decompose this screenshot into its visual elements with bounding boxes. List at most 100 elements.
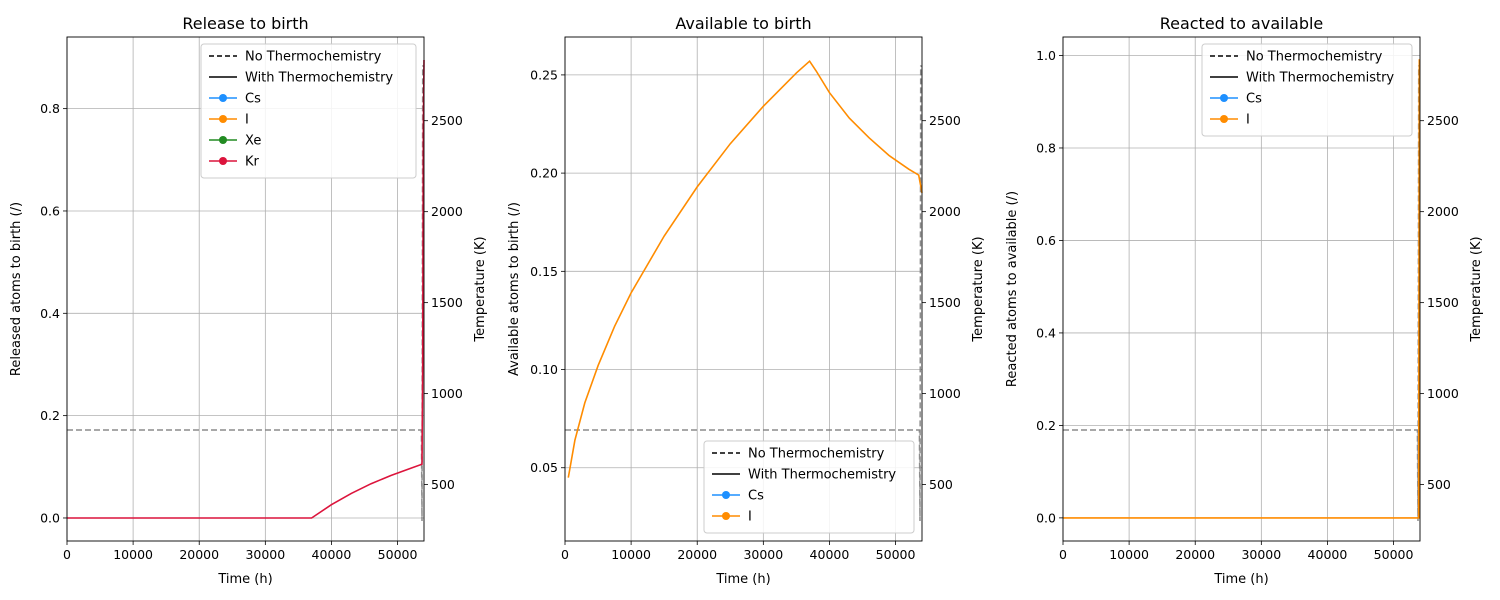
legend-handle-marker xyxy=(219,157,227,165)
chart-title: Available to birth xyxy=(675,14,811,33)
legend-box xyxy=(1201,43,1413,137)
temperature-line xyxy=(565,65,922,522)
series-line-kr xyxy=(67,59,425,519)
x-tick-label: 20000 xyxy=(179,547,219,562)
y-tick-label: 0.4 xyxy=(40,306,60,321)
x-tick-label: 30000 xyxy=(245,547,285,562)
legend-label: With Thermochemistry xyxy=(748,468,896,483)
legend-handle-marker xyxy=(219,115,227,123)
legend-handle-marker xyxy=(1220,115,1228,123)
y-tick-label: 0.0 xyxy=(40,510,60,525)
y-tick-label: 0.2 xyxy=(1036,418,1056,433)
y-tick-label: 1.0 xyxy=(1036,48,1056,63)
legend-box xyxy=(200,43,417,179)
chart-panel-1: 0 10000 20000 30000 40000 50000 0.0 0.2 0.4 0.6 0.… xyxy=(9,14,488,587)
x-axis-label: Time (h) xyxy=(217,572,272,587)
chart-panel-3: 0 10000 20000 30000 40000 50000 0.0 0.2 0.4 0.6 0.… xyxy=(1005,14,1484,587)
y-axis-label: Reacted atoms to available (/) xyxy=(1005,191,1020,387)
x-tick-label: 10000 xyxy=(1109,547,1149,562)
x-tick-label: 50000 xyxy=(876,547,916,562)
y-tick-label: 0.20 xyxy=(530,166,558,181)
chart-title: Release to birth xyxy=(182,14,308,33)
plot-frame xyxy=(564,36,923,542)
y2-tick-label: 2500 xyxy=(431,113,463,128)
y2-tick-label: 1000 xyxy=(929,386,961,401)
legend-label: I xyxy=(245,113,249,128)
legend-label: No Thermochemistry xyxy=(748,447,885,462)
legend-label: I xyxy=(748,510,752,525)
y2-tick-label: 1500 xyxy=(929,295,961,310)
chart-panel-2: 0 10000 20000 30000 40000 50000 0.05 0.10 0.15 0.… xyxy=(507,14,986,587)
x-tick-label: 0 xyxy=(1059,547,1067,562)
y2-tick-label: 2500 xyxy=(929,113,961,128)
y-axis-label: Released atoms to birth (/) xyxy=(9,202,24,376)
x-tick-label: 0 xyxy=(63,547,71,562)
legend-handle-marker xyxy=(1220,94,1228,102)
plot-frame xyxy=(1062,36,1421,542)
legend-label: Xe xyxy=(245,134,261,149)
legend: No Thermochemistry With Thermochemistry Cs… xyxy=(200,43,417,179)
y-axis-label: Available atoms to birth (/) xyxy=(507,202,522,376)
legend-label: Cs xyxy=(1246,92,1262,107)
legend-label: Kr xyxy=(245,155,260,170)
x-tick-label: 0 xyxy=(561,547,569,562)
y2-tick-label: 1500 xyxy=(431,295,463,310)
legend: No Thermochemistry With Thermochemistry Cs… xyxy=(703,440,915,534)
y-tick-label: 0.15 xyxy=(530,264,558,279)
x-tick-label: 50000 xyxy=(1374,547,1414,562)
y2-axis-label: Temperature (K) xyxy=(473,236,488,342)
y-tick-label: 0.0 xyxy=(1036,510,1056,525)
y2-tick-label: 500 xyxy=(431,477,455,492)
legend-box xyxy=(703,440,915,534)
y2-tick-label: 2000 xyxy=(929,204,961,219)
legend-label: No Thermochemistry xyxy=(1246,50,1383,65)
y2-tick-label: 2500 xyxy=(1427,113,1459,128)
legend-label: With Thermochemistry xyxy=(1246,71,1394,86)
y2-tick-label: 2000 xyxy=(1427,204,1459,219)
x-tick-label: 40000 xyxy=(1308,547,1348,562)
x-tick-label: 10000 xyxy=(611,547,651,562)
legend-handle-marker xyxy=(219,94,227,102)
y-tick-label: 0.6 xyxy=(1036,233,1056,248)
y-tick-label: 0.2 xyxy=(40,408,60,423)
y-tick-label: 0.05 xyxy=(530,460,558,475)
chart-title: Reacted to available xyxy=(1160,14,1324,33)
legend-label: No Thermochemistry xyxy=(245,50,382,65)
legend-handle-marker xyxy=(722,512,730,520)
x-axis-label: Time (h) xyxy=(715,572,770,587)
x-tick-label: 50000 xyxy=(378,547,418,562)
x-tick-label: 20000 xyxy=(677,547,717,562)
y-tick-label: 0.6 xyxy=(40,203,60,218)
legend-label: Cs xyxy=(245,92,261,107)
legend-label: With Thermochemistry xyxy=(245,71,393,86)
x-tick-label: 40000 xyxy=(810,547,850,562)
y2-tick-label: 1000 xyxy=(1427,386,1459,401)
y2-axis-label: Temperature (K) xyxy=(971,236,986,342)
series-line-i xyxy=(567,59,923,478)
y2-tick-label: 1500 xyxy=(1427,295,1459,310)
y-tick-label: 0.8 xyxy=(40,101,60,116)
y2-axis-label: Temperature (K) xyxy=(1469,236,1484,342)
y2-tick-label: 500 xyxy=(1427,477,1451,492)
legend-label: Cs xyxy=(748,489,764,504)
legend-handle-marker xyxy=(219,136,227,144)
y2-tick-label: 1000 xyxy=(431,386,463,401)
y2-tick-label: 500 xyxy=(929,477,953,492)
y2-tick-label: 2000 xyxy=(431,204,463,219)
x-tick-label: 20000 xyxy=(1175,547,1215,562)
y-tick-label: 0.8 xyxy=(1036,140,1056,155)
x-tick-label: 40000 xyxy=(312,547,352,562)
y-tick-label: 0.25 xyxy=(530,67,558,82)
temperature-line xyxy=(67,65,424,522)
x-tick-label: 30000 xyxy=(743,547,783,562)
legend-label: I xyxy=(1246,113,1250,128)
y-tick-label: 0.10 xyxy=(530,362,558,377)
legend-handle-marker xyxy=(722,491,730,499)
series-line-i xyxy=(1063,59,1421,519)
plot-frame xyxy=(66,36,425,542)
legend: No Thermochemistry With Thermochemistry Cs… xyxy=(1201,43,1413,137)
x-axis-label: Time (h) xyxy=(1213,572,1268,587)
x-tick-label: 30000 xyxy=(1241,547,1281,562)
y-tick-label: 0.4 xyxy=(1036,325,1056,340)
